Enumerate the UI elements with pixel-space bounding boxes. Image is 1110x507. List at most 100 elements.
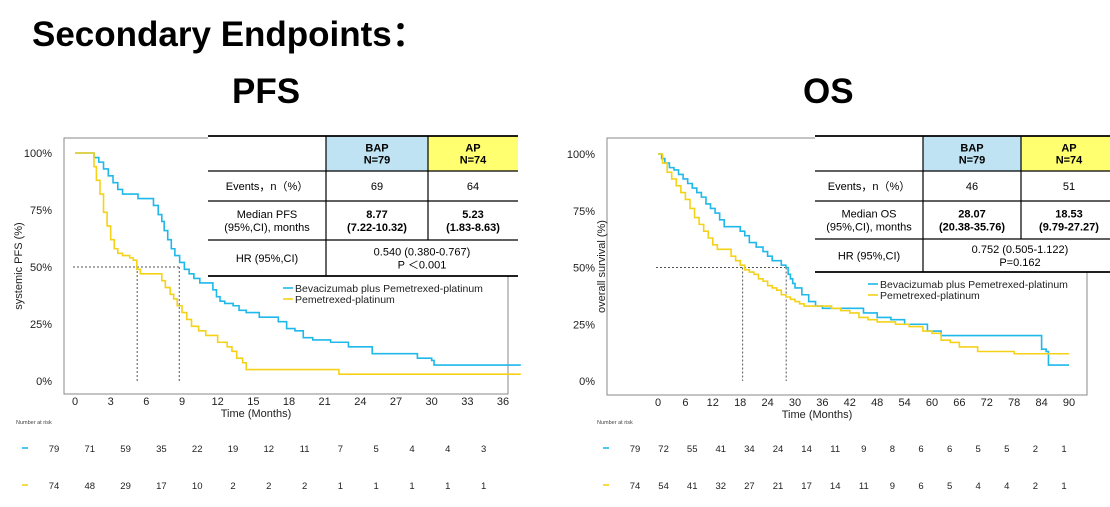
pfs-ytick-label: 0% (36, 376, 52, 388)
os-risk-ap-count: 9 (890, 481, 895, 492)
pfs-legend-label-bap: Bevacizumab plus Pemetrexed-platinum (295, 283, 483, 295)
pfs-table-header-bap: BAP N=79 (364, 143, 391, 167)
pfs-risk-ap-count: 29 (120, 481, 131, 492)
pfs-table-bap-value: 8.77 (7.22-10.32) (347, 209, 407, 234)
os-risk-bap-count: 34 (744, 444, 755, 455)
pfs-stats-table: BAP N=79 AP N=74 Events，n（%） 69 64 Median PFS (9… (208, 135, 518, 277)
os-xtick-label: 42 (844, 397, 856, 409)
os-table-body-bg (815, 171, 1110, 272)
pfs-xtick-label: 9 (179, 396, 185, 408)
os-xtick-label: 24 (761, 397, 773, 409)
os-risk-bap-count: 1 (1061, 444, 1066, 455)
os-y-axis-label: overall survival (%) (596, 220, 608, 313)
pfs-table-ap-value: 5.23 (1.83-8.63) (446, 209, 500, 234)
os-risk-bap-count: 72 (658, 444, 669, 455)
os-xtick-label: 84 (1035, 397, 1047, 409)
os-ap-curve (658, 153, 1069, 355)
pfs-xtick-label: 27 (390, 396, 402, 408)
pfs-risk-ap-count: 2 (266, 481, 271, 492)
os-table-ap-value: 18.53 (9.79-27.27) (1039, 209, 1099, 234)
os-ytick-label: 100% (567, 149, 595, 161)
os-xtick-label: 18 (734, 397, 746, 409)
pfs-risk-bap-count: 71 (85, 444, 96, 455)
os-risk-ap-count: 4 (1004, 481, 1009, 492)
pfs-risk-bap-count: 11 (300, 444, 310, 455)
pfs-xtick-label: 24 (354, 396, 366, 408)
os-risk-ap-count: 17 (801, 481, 812, 492)
os-table-row-label: Median OS (95%,CI), months (826, 209, 912, 234)
os-risk-bap-count: 41 (716, 444, 727, 455)
pfs-ytick-label: 75% (30, 205, 52, 217)
pfs-xtick-label: 36 (497, 396, 509, 408)
pfs-table-row-label: Events，n（%） (226, 180, 309, 193)
pfs-xtick-label: 21 (319, 396, 331, 408)
os-xtick-label: 30 (789, 397, 801, 409)
os-risk-title: Number at risk (597, 420, 633, 426)
os-risk-ap-count: 4 (976, 481, 981, 492)
os-risk-ap-count: 6 (918, 481, 923, 492)
pfs-table-row-label: Median PFS (95%,CI), months (224, 209, 310, 234)
os-risk-ap-count: 5 (947, 481, 952, 492)
os-ytick-label: 50% (573, 263, 595, 275)
pfs-xtick-label: 3 (108, 396, 114, 408)
os-risk-bap-count: 79 (630, 444, 641, 455)
page-title: Secondary Endpoints： (32, 15, 427, 54)
os-ytick-label: 0% (579, 376, 595, 388)
pfs-xtick-label: 0 (72, 396, 78, 408)
os-table-row-label: HR (95%,CI) (838, 251, 900, 263)
pfs-bap-curve (75, 152, 521, 366)
pfs-risk-bap-count: 12 (264, 444, 275, 455)
pfs-risk-ap-count: 2 (230, 481, 235, 492)
pfs-xtick-label: 15 (247, 396, 259, 408)
os-risk-bap-count: 5 (1004, 444, 1009, 455)
os-xtick-label: 48 (871, 397, 883, 409)
pfs-risk-ap-count: 1 (445, 481, 450, 492)
os-ytick-label: 25% (573, 319, 595, 331)
os-table-header-ap-bg (1021, 136, 1110, 171)
os-x-axis-label: Time (Months) (782, 409, 853, 421)
pfs-risk-bap-count: 59 (120, 444, 131, 455)
os-xtick-label: 60 (926, 397, 938, 409)
os-risk-bap-count: 9 (861, 444, 866, 455)
pfs-risk-ap-count: 1 (338, 481, 343, 492)
pfs-table-ap-value: 64 (467, 181, 479, 193)
os-table-hr-value: 0.752 (0.505-1.122) P=0.162 (972, 244, 1069, 269)
pfs-risk-title: Number at risk (16, 420, 52, 426)
os-risk-ap-count: 41 (687, 481, 698, 492)
pfs-table-bap-value: 69 (371, 181, 383, 193)
pfs-risk-ap-count: 1 (481, 481, 486, 492)
os-risk-bap-count: 6 (918, 444, 923, 455)
os-legend-label-ap: Pemetrexed-platinum (880, 290, 980, 302)
os-xtick-label: 6 (682, 397, 688, 409)
os-risk-ap-count: 14 (830, 481, 841, 492)
os-xtick-label: 78 (1008, 397, 1020, 409)
pfs-risk-bap-count: 4 (409, 444, 414, 455)
os-risk-bap-count: 8 (890, 444, 895, 455)
pfs-table-hr-value: 0.540 (0.380-0.767) P ＜0.001 (374, 247, 471, 272)
pfs-table-row-label: HR (95%,CI) (236, 253, 298, 265)
pfs-risk-bap-count: 5 (374, 444, 379, 455)
os-table-bap-value: 46 (966, 181, 978, 193)
pfs-xtick-label: 6 (143, 396, 149, 408)
os-xtick-label: 90 (1063, 397, 1075, 409)
pfs-table-header-blank (208, 136, 326, 171)
pfs-ytick-label: 50% (30, 262, 52, 274)
os-risk-bap-count: 55 (687, 444, 698, 455)
os-table-bap-value: 28.07 (20.38-35.76) (939, 209, 1005, 234)
pfs-risk-bap-count: 4 (445, 444, 450, 455)
pfs-ytick-label: 25% (30, 319, 52, 331)
os-legend-label-bap: Bevacizumab plus Pemetrexed-platinum (880, 279, 1068, 291)
os-ytick-label: 75% (573, 206, 595, 218)
pfs-risk-ap-count: 2 (302, 481, 307, 492)
os-xtick-label: 72 (981, 397, 993, 409)
os-xtick-label: 36 (816, 397, 828, 409)
os-table-header-ap: AP N=74 (1056, 143, 1083, 167)
os-risk-bap-count: 14 (801, 444, 812, 455)
os-risk-bap-count: 5 (976, 444, 981, 455)
os-risk-bap-count: 2 (1033, 444, 1038, 455)
os-table-header-bap-bg (923, 136, 1021, 171)
os-stats-table: BAP N=79 AP N=74 Events，n（%） 46 51 Median OS (95… (815, 135, 1110, 273)
pfs-risk-ap-count: 74 (49, 481, 60, 492)
pfs-x-axis-label: Time (Months) (221, 408, 292, 420)
pfs-xtick-label: 12 (212, 396, 224, 408)
